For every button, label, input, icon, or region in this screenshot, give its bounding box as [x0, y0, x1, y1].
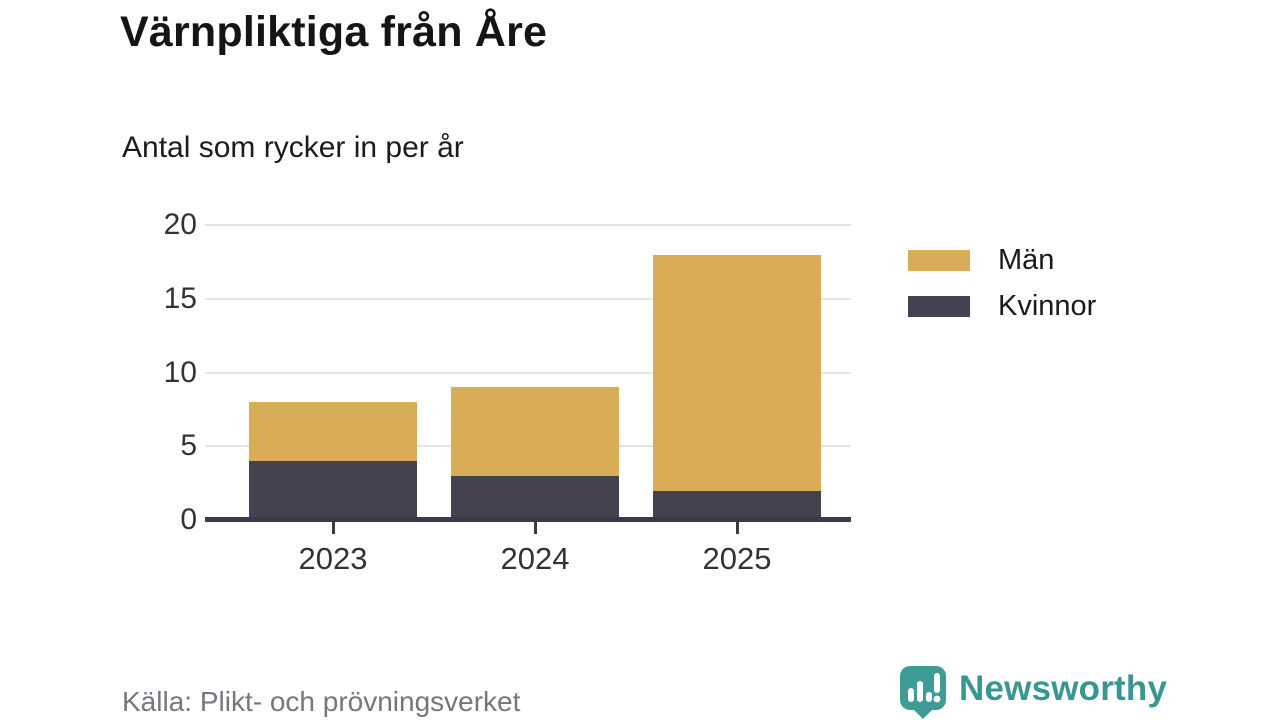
- newsworthy-wordmark: Newsworthy: [959, 669, 1168, 708]
- bar-2024-män: [451, 387, 619, 476]
- x-tick-mark-2025: [735, 521, 739, 534]
- legend-item-man: Män: [908, 244, 1096, 276]
- x-axis-line: [205, 517, 851, 522]
- gridline-10: [205, 371, 851, 374]
- newsworthy-logo: Newsworthy: [899, 665, 1167, 719]
- y-tick-label-10: 10: [163, 355, 197, 389]
- gridline-20: [205, 224, 851, 226]
- newsworthy-speech-bubble-chart-icon: [900, 666, 946, 719]
- x-tick-label-2025: 2025: [702, 541, 772, 576]
- bar-2024-kvinnor: [451, 475, 619, 520]
- x-tick-mark-2023: [331, 521, 335, 534]
- y-tick-label-15: 15: [163, 281, 197, 315]
- y-tick-label-0: 0: [180, 503, 197, 536]
- bar-2023-män: [249, 402, 417, 461]
- x-tick-label-2024: 2024: [500, 541, 570, 576]
- legend-swatch-man: [908, 249, 970, 271]
- chart-subtitle: Antal som rycker in per år: [122, 131, 464, 164]
- x-tick-label-2023: 2023: [298, 541, 368, 576]
- y-tick-label-5: 5: [180, 429, 197, 463]
- source-note: Källa: Plikt- och prövningsverket: [122, 686, 521, 717]
- legend-swatch-kvinnor: [908, 295, 970, 317]
- legend: Män Kvinnor: [908, 244, 1096, 341]
- bar-2025-män: [653, 254, 821, 491]
- gridline-15: [205, 297, 851, 300]
- x-tick-mark-2024: [533, 521, 537, 534]
- legend-label-man: Män: [998, 243, 1055, 276]
- bar-2025-kvinnor: [653, 490, 821, 520]
- legend-label-kvinnor: Kvinnor: [998, 289, 1097, 322]
- chart-title: Värnpliktiga från Åre: [120, 8, 548, 56]
- bar-2023-kvinnor: [249, 461, 417, 520]
- legend-item-kvinnor: Kvinnor: [908, 290, 1096, 322]
- y-tick-label-20: 20: [163, 208, 197, 241]
